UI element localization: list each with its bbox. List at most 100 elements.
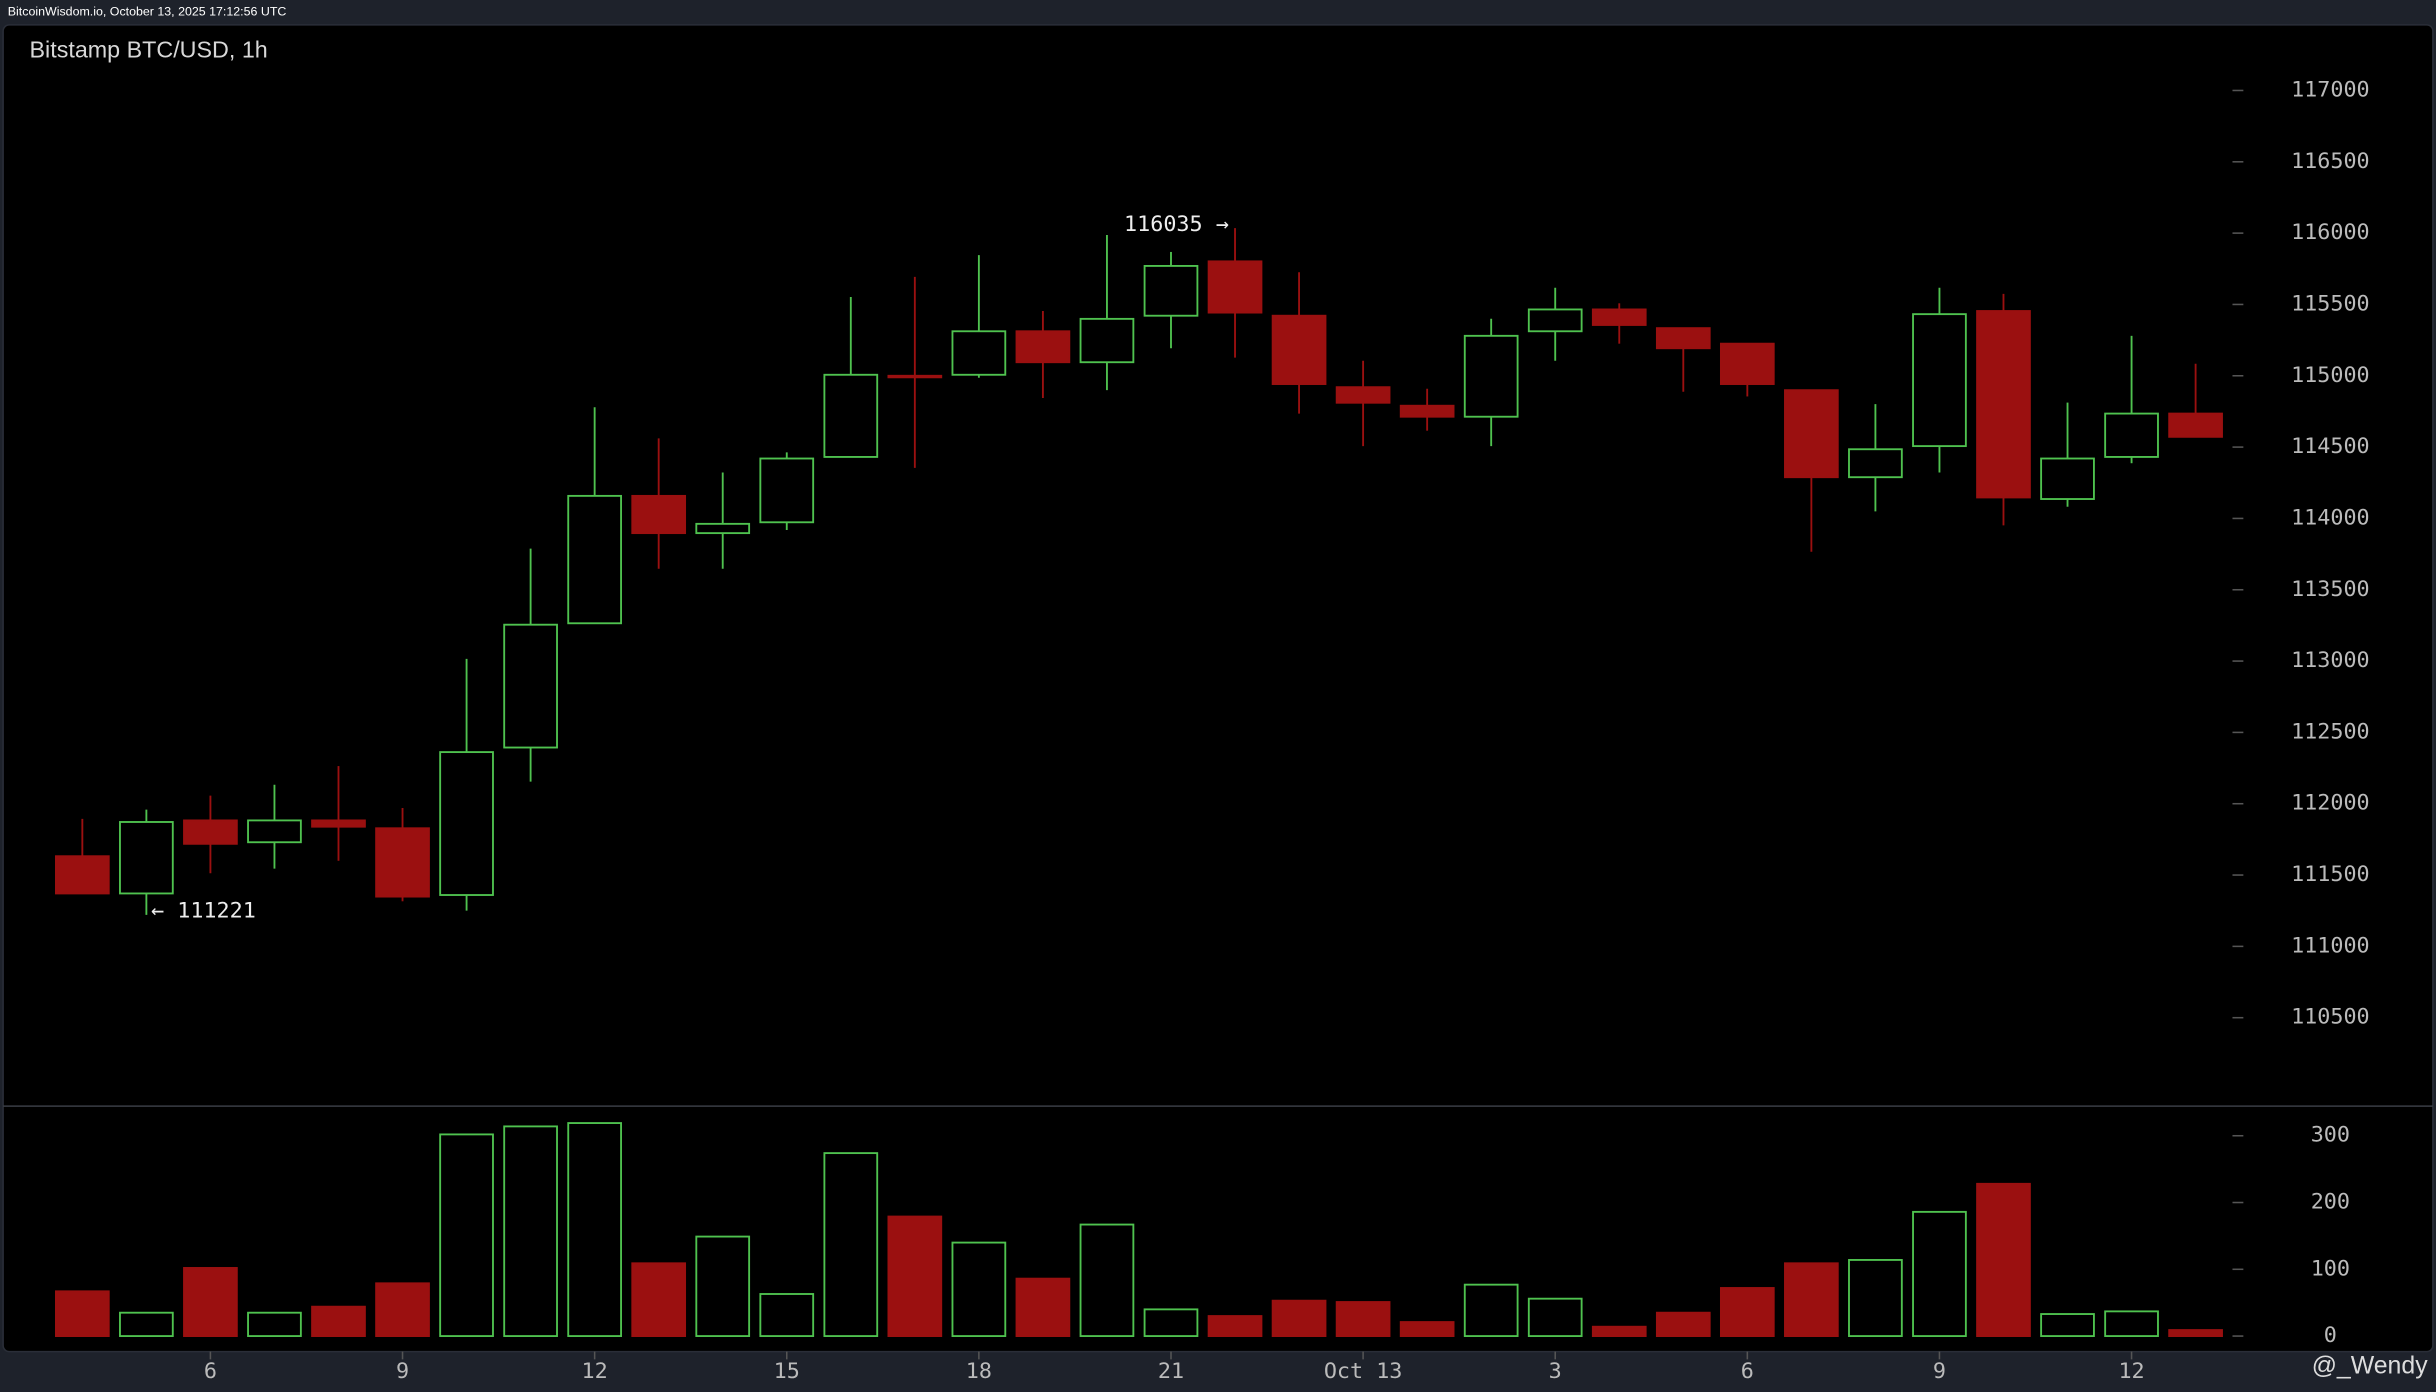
volume-bar [1207,1315,1263,1338]
volume-bar [311,1305,366,1338]
candle-body [1271,314,1327,385]
candle-body [2040,457,2095,500]
candle-body [1527,308,1583,333]
candle-body [439,751,494,896]
x-tick-label: 3 [1549,1359,1562,1384]
x-tick-label: Oct 13 [1324,1359,1403,1384]
y-tick-label: 112000 [2291,791,2370,816]
volume-bar [1143,1308,1199,1338]
x-tick-label: 15 [774,1359,800,1384]
y-tick-label: 113500 [2291,577,2370,602]
candle-body [1784,389,1839,479]
x-tick-label: 6 [204,1359,217,1384]
candle-body [1335,386,1391,404]
candle-body [119,821,174,895]
y-tick-label: 115000 [2291,363,2370,388]
candle-body [2168,412,2223,438]
y-tick-label: 116500 [2291,149,2370,174]
volume-bar [183,1267,238,1338]
x-tick-label: 18 [966,1359,992,1384]
candle-body [1912,313,1967,448]
volume-bar [631,1262,687,1338]
candle-body [887,374,943,379]
volume-bar [2040,1313,2095,1338]
volume-bar [1784,1262,1839,1338]
volume-bar [1976,1182,2031,1338]
volume-bar [1335,1301,1391,1338]
volume-bar [823,1152,879,1338]
candle-body [1719,342,1775,385]
volume-bar [503,1125,558,1338]
y-tick-label: 116000 [2291,220,2370,245]
volume-bar [1399,1321,1455,1338]
y-tick-label: 115500 [2291,291,2370,316]
y-tick-label: 114000 [2291,505,2370,530]
volume-bar [695,1235,751,1338]
candle-body [1399,404,1455,418]
x-tick-label: 12 [2118,1359,2144,1384]
volume-bar [54,1290,110,1338]
candle-body [2104,412,2159,458]
x-tick-label: 6 [1741,1359,1754,1384]
candle-body [503,623,558,749]
volume-bar [1463,1283,1519,1338]
max-annotation: 116035 → [1124,212,1229,237]
candle-body [759,457,815,524]
volume-bar [119,1311,174,1338]
volume-bar [247,1311,302,1338]
y-tick-label: 0 [2324,1323,2337,1348]
y-tick-label: 114500 [2291,434,2370,459]
candle-body [695,522,751,535]
volume-bar [1655,1311,1711,1338]
candle-body [183,819,238,845]
y-tick-label: 200 [2311,1190,2350,1215]
header: BitcoinWisdom.io, October 13, 2025 17:12… [8,5,287,19]
x-tick-label: 9 [396,1359,409,1384]
volume-bar [2168,1329,2223,1338]
chart-title: Bitstamp BTC/USD, 1h [30,36,268,62]
candle-body [951,330,1007,376]
y-tick-label: 111500 [2291,862,2370,887]
y-tick-label: 113000 [2291,648,2370,673]
volume-bar [1591,1325,1647,1338]
volume-bar [1719,1287,1775,1338]
volume-bar [1015,1277,1071,1338]
chart-panel [2,24,2434,1353]
y-tick-label: 110500 [2291,1005,2370,1030]
volume-bar [1912,1210,1967,1338]
candle-body [247,819,302,844]
volume-bar [759,1293,815,1338]
candle-body [1079,317,1135,364]
volume-bar [375,1282,430,1338]
candle-body [311,819,366,828]
volume-bar [567,1122,622,1338]
candle-body [567,494,622,625]
candle-body [823,373,879,458]
volume-bar [2104,1310,2159,1338]
candle-body [1591,308,1647,326]
y-tick-label: 111000 [2291,933,2370,958]
volume-bar [1848,1259,1903,1338]
candle-body [1976,310,2031,499]
volume-bar [951,1241,1007,1338]
candle-body [1015,330,1071,364]
x-tick-label: 9 [1933,1359,1946,1384]
candle-body [631,494,687,535]
candle-body [1848,448,1903,479]
y-tick-label: 112500 [2291,719,2370,744]
volume-bar [439,1133,494,1338]
candle-body [1463,334,1519,418]
y-tick-label: 300 [2311,1123,2350,1148]
volume-bar [887,1215,943,1338]
candle-body [1143,265,1199,317]
y-tick-label: 117000 [2291,77,2370,102]
y-tick-label: 100 [2311,1256,2350,1281]
volume-bar [1527,1297,1583,1338]
volume-bar [1271,1299,1327,1338]
candle-body [1655,327,1711,350]
x-tick-label: 21 [1158,1359,1184,1384]
x-tick-label: 12 [582,1359,608,1384]
volume-bar [1079,1223,1135,1338]
